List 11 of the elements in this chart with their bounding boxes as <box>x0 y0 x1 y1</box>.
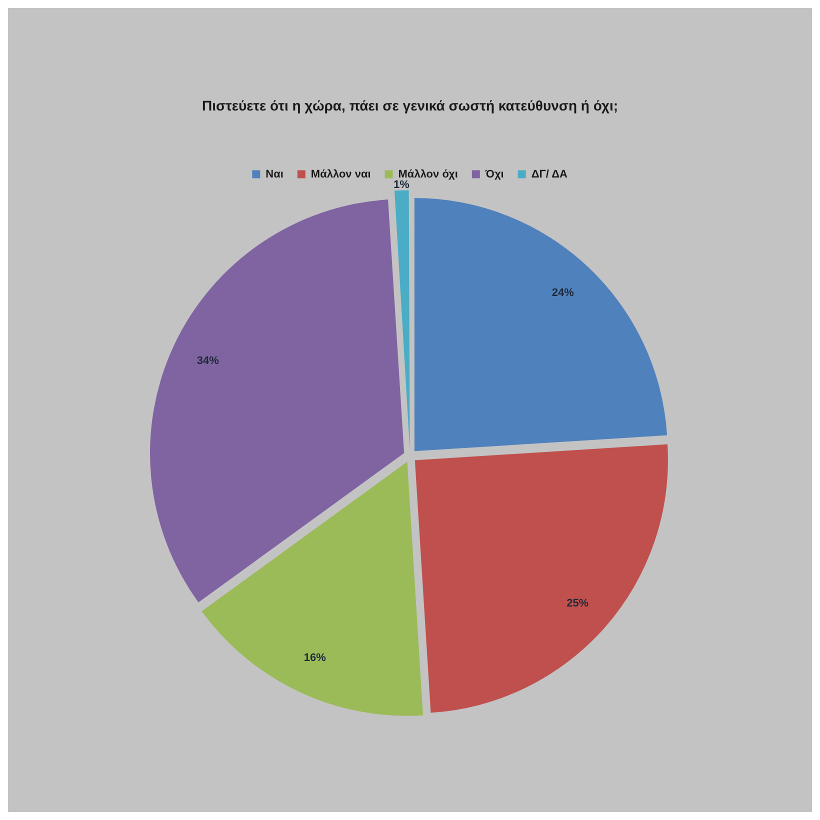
legend-label: ΔΓ/ ΔΑ <box>531 168 568 180</box>
legend-label: Όχι <box>484 168 504 180</box>
data-label: 16% <box>304 652 326 664</box>
legend-label: Μάλλον όχι <box>398 168 458 180</box>
data-label: 1% <box>394 178 410 191</box>
data-label: 25% <box>566 598 589 610</box>
legend-label: Ναι <box>266 168 284 180</box>
legend-label: Μάλλον ναι <box>310 168 371 180</box>
data-label: 24% <box>552 287 574 300</box>
chart-title: Πιστεύετε ότι η χώρα, πάει σε γενικά σωστή κατεύθυνση ή όχι; <box>202 97 618 114</box>
data-label: 34% <box>196 354 220 367</box>
